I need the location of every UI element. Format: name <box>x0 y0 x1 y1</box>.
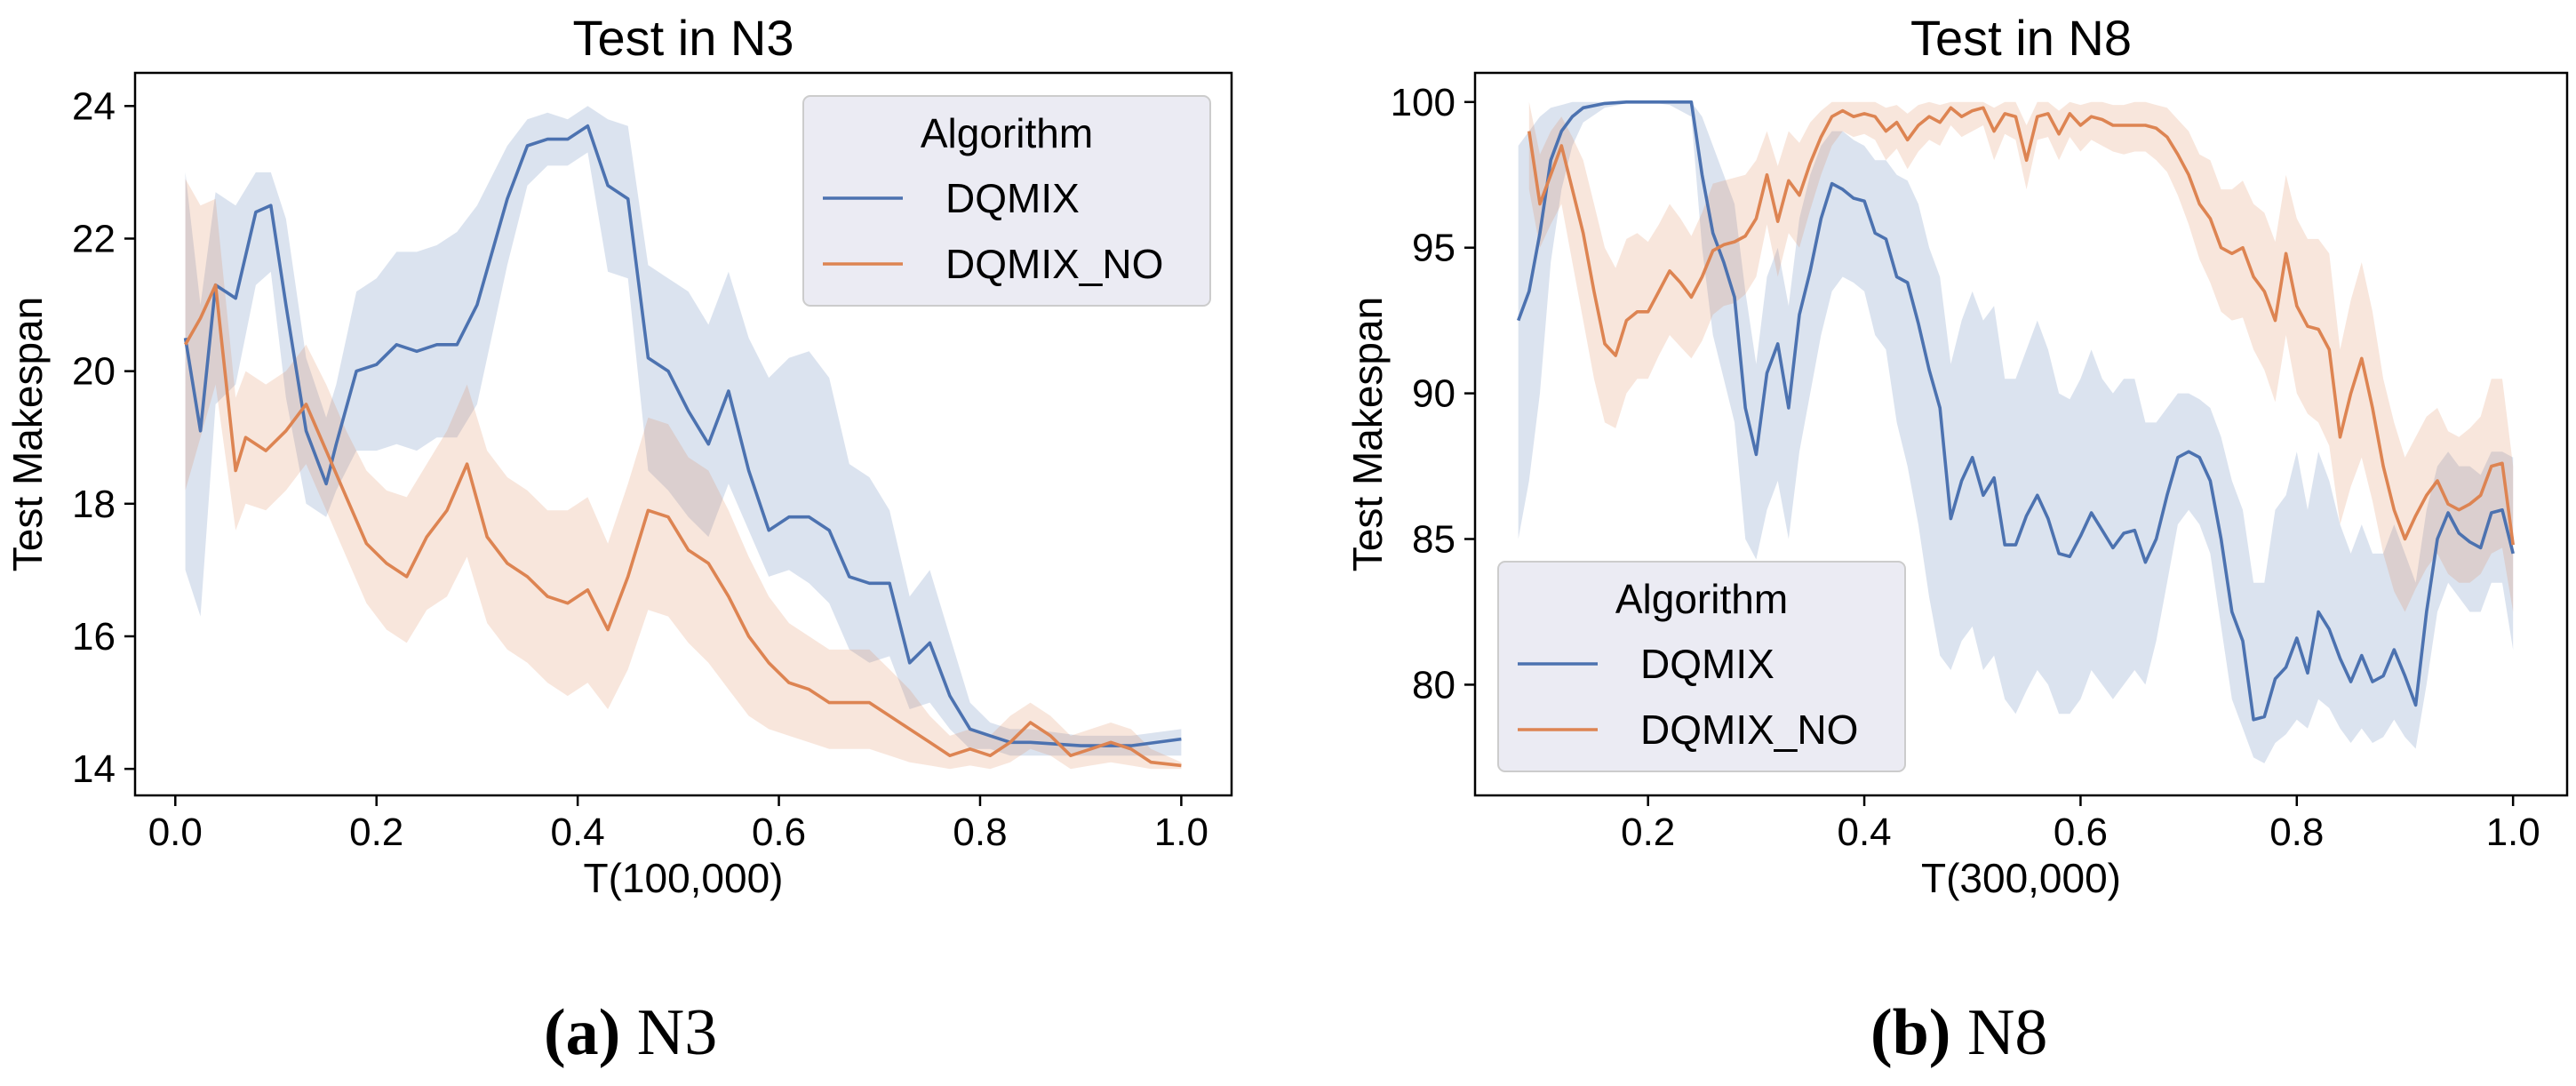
series-line-n3-0 <box>183 124 1182 747</box>
chart-title-n3: Test in N3 <box>573 10 794 66</box>
y-tick-label-n8-3: 95 <box>1412 227 1455 270</box>
series-line-n3-1 <box>184 283 1182 768</box>
ci-band-n3-0 <box>185 106 1182 756</box>
y-axis-label-n8: Test Makespan <box>1344 297 1391 571</box>
ci-band-n3-1 <box>185 179 1182 770</box>
x-tick-label-n8-1: 0.4 <box>1837 811 1891 854</box>
ci-band-n8-0 <box>1518 101 2514 763</box>
x-tick-label-n3-1: 0.2 <box>349 811 403 854</box>
x-axis-label-n3: T(100,000) <box>583 855 783 901</box>
y-tick-label-n3-0: 14 <box>72 747 116 791</box>
plot-area-n8 <box>1517 100 2515 763</box>
y-tick-label-n8-1: 85 <box>1412 518 1455 562</box>
y-tick-label-n3-3: 20 <box>72 350 116 394</box>
x-tick-label-n3-5: 1.0 <box>1154 811 1208 854</box>
legend-label-n8-0: DQMIX <box>1640 641 1774 687</box>
caption-a-label: (a) <box>544 996 621 1069</box>
x-tick-label-n8-2: 0.6 <box>2054 811 2108 854</box>
y-tick-label-n3-1: 16 <box>72 615 116 659</box>
x-tick-label-n3-2: 0.4 <box>551 811 605 854</box>
x-tick-label-n3-4: 0.8 <box>953 811 1007 854</box>
caption-b: (b) N8 <box>1870 995 2047 1071</box>
caption-a-text: N3 <box>636 996 718 1069</box>
legend-label-n3-0: DQMIX <box>945 175 1080 221</box>
legend-n8: Algorithm DQMIX DQMIX_NO <box>1497 561 1906 772</box>
plot-area-n3 <box>183 106 1182 770</box>
ci-band-n8-1 <box>1528 101 2514 612</box>
y-tick-label-n8-2: 90 <box>1412 372 1455 416</box>
series-line-n8-1 <box>1527 106 2515 546</box>
x-tick-label-n8-4: 1.0 <box>2486 811 2540 854</box>
chart-n8: Test in N8 0.2 0.4 0.6 0.8 1.0 80 85 90 95 100 T(30… <box>1344 10 2569 901</box>
y-tick-label-n3-2: 18 <box>72 483 116 526</box>
legend-title-n8: Algorithm <box>1615 576 1788 622</box>
y-tick-label-n8-0: 80 <box>1412 663 1455 707</box>
x-axis-label-n8: T(300,000) <box>1921 855 2121 901</box>
series-line-n8-0 <box>1517 100 2515 722</box>
legend-title-n3: Algorithm <box>921 110 1093 156</box>
caption-b-label: (b) <box>1870 996 1951 1069</box>
y-axis-label-n3: Test Makespan <box>4 297 51 571</box>
y-tick-label-n8-4: 100 <box>1391 81 1455 124</box>
legend-box-n8 <box>1497 561 1906 772</box>
legend-n3: Algorithm DQMIX DQMIX_NO <box>802 95 1211 307</box>
y-tick-label-n3-5: 24 <box>72 84 116 128</box>
legend-label-n8-1: DQMIX_NO <box>1640 707 1858 753</box>
x-tick-label-n3-0: 0.0 <box>148 811 203 854</box>
y-tick-label-n3-4: 22 <box>72 217 116 260</box>
legend-box-n3 <box>802 95 1211 307</box>
x-tick-label-n8-3: 0.8 <box>2269 811 2324 854</box>
chart-title-n8: Test in N8 <box>1910 10 2132 66</box>
plot-frame-n3 <box>133 71 1233 797</box>
caption-a: (a) N3 <box>544 995 717 1071</box>
legend-label-n3-1: DQMIX_NO <box>945 241 1163 287</box>
plot-frame-n8 <box>1473 71 2569 797</box>
chart-n3: Test in N3 0.0 0.2 0.4 0.6 0.8 1.0 14 16 18 20 22 24… <box>4 10 1233 901</box>
x-tick-label-n8-0: 0.2 <box>1621 811 1675 854</box>
caption-b-text: N8 <box>1966 996 2048 1069</box>
x-tick-label-n3-3: 0.6 <box>752 811 806 854</box>
